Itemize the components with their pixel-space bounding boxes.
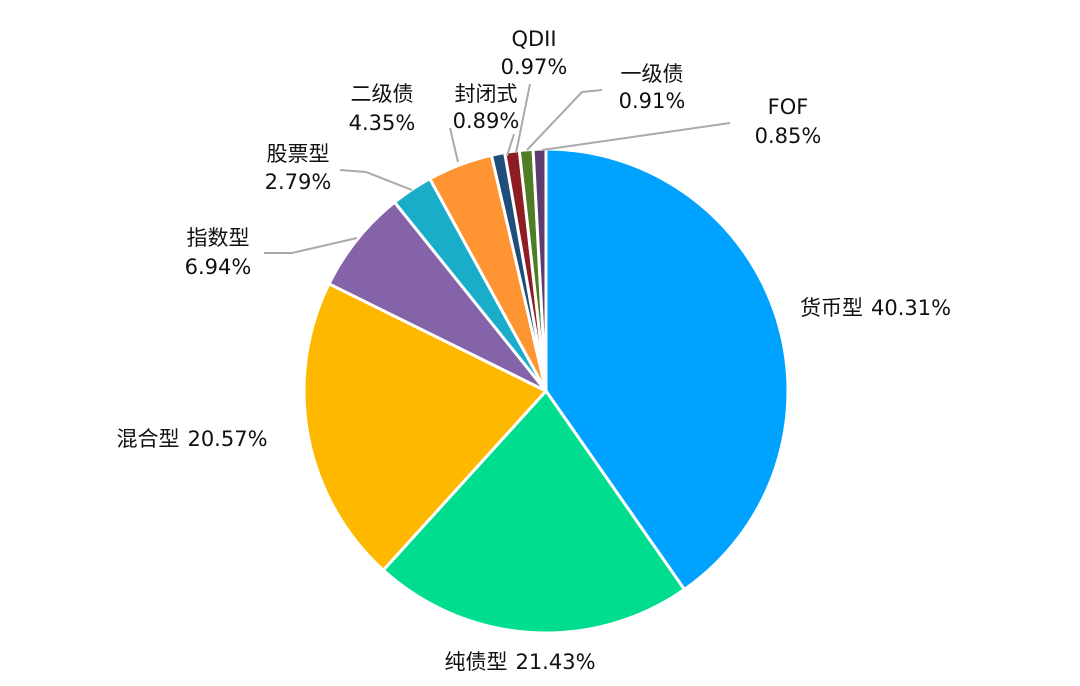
leader-line <box>526 89 603 151</box>
value-label: 21.43% <box>515 650 595 674</box>
value-label: 4.35% <box>349 111 416 135</box>
value-label: 2.79% <box>265 170 332 194</box>
category-label: 纯债型 <box>444 650 507 674</box>
slice-label: 货币型 40.31% <box>800 296 951 320</box>
category-label: 二级债 <box>351 82 414 106</box>
leader-line <box>515 83 531 154</box>
leader-line <box>449 127 459 163</box>
value-label: 0.91% <box>619 89 686 113</box>
category-label: 混合型 <box>116 427 179 451</box>
value-label: 0.97% <box>501 55 568 79</box>
value-label: 0.89% <box>453 109 520 133</box>
value-label: 40.31% <box>871 296 951 320</box>
leader-line <box>506 133 515 157</box>
slice-label: 混合型 20.57% <box>116 427 267 451</box>
leader-line <box>541 122 731 151</box>
category-label: FOF <box>768 95 809 119</box>
value-label: 20.57% <box>187 427 267 451</box>
pie-slice <box>544 147 790 592</box>
category-label: 封闭式 <box>455 82 518 106</box>
value-label: 6.94% <box>185 255 252 279</box>
value-label: 0.85% <box>755 124 822 148</box>
leader-line <box>264 237 358 254</box>
category-label: 货币型 <box>800 296 863 320</box>
pie-slice <box>327 200 548 393</box>
slice-label: 纯债型 21.43% <box>444 650 595 674</box>
category-label: 指数型 <box>187 226 250 250</box>
category-label: 一级债 <box>621 62 684 86</box>
category-label: 股票型 <box>267 142 330 166</box>
leader-line <box>339 169 413 191</box>
category-label: QDII <box>511 27 556 51</box>
pie-slice <box>381 388 687 635</box>
pie-slice <box>302 281 549 573</box>
